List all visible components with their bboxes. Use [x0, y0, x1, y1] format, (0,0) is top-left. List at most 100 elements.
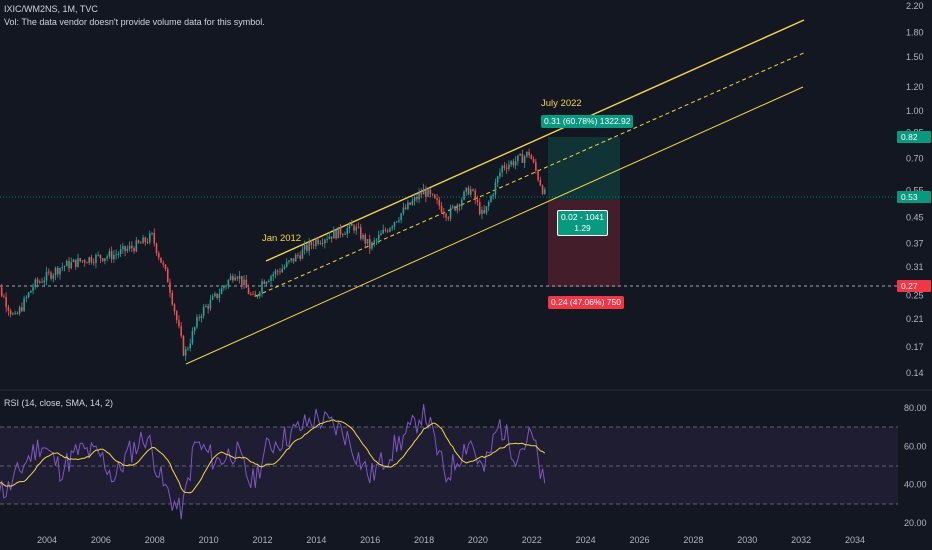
- candle-body: [288, 260, 290, 262]
- stop-label[interactable]: 0.24 (47.06%) 750: [548, 296, 624, 309]
- candle-body: [490, 196, 492, 203]
- candle-body: [532, 159, 535, 163]
- symbol-title[interactable]: IXIC/WM2NS, 1M, TVC: [4, 4, 98, 14]
- candle-body: [175, 311, 178, 321]
- candle-body: [74, 259, 77, 267]
- candle-body: [61, 267, 64, 269]
- volume-notice: Vol: The data vendor doesn't provide vol…: [4, 17, 265, 27]
- candle-body: [218, 293, 221, 298]
- candle-body: [359, 227, 362, 239]
- candle-body: [335, 229, 337, 239]
- risk-reward-label[interactable]: 0.02 - 1041 1.29: [557, 210, 609, 236]
- candle-body: [140, 242, 142, 244]
- candle-body: [326, 238, 328, 240]
- candle-body: [319, 242, 322, 244]
- candle-body: [27, 292, 30, 298]
- candle-body: [225, 285, 227, 287]
- candle-body: [162, 262, 165, 265]
- candle-body: [447, 217, 450, 219]
- candle-body: [146, 242, 149, 243]
- price-axis-label: 0.45: [906, 212, 924, 222]
- candle-body: [241, 276, 243, 285]
- candle-body: [494, 182, 497, 195]
- candle-body: [171, 292, 174, 305]
- annotation-july-2022[interactable]: July 2022: [541, 98, 582, 109]
- candle-body: [223, 286, 225, 289]
- candle-body: [339, 226, 342, 235]
- candle-body: [537, 170, 539, 180]
- time-axis-label: 2014: [306, 535, 326, 545]
- rsi-axis-label: 40.00: [904, 480, 927, 490]
- candle-body: [70, 262, 73, 269]
- candle-body: [377, 235, 380, 240]
- candle-body: [43, 280, 46, 283]
- channel-mid-line[interactable]: [255, 51, 807, 297]
- channel-upper-line[interactable]: [265, 19, 805, 262]
- candle-body: [131, 245, 133, 249]
- candle-body: [59, 268, 61, 275]
- candle-body: [5, 297, 7, 308]
- candle-body: [456, 204, 459, 211]
- candle-body: [261, 281, 263, 293]
- time-axis-label: 2010: [199, 535, 219, 545]
- candle-body: [12, 313, 14, 315]
- candle-body: [39, 281, 41, 283]
- candle-body: [133, 248, 135, 252]
- time-axis-label: 2018: [414, 535, 434, 545]
- candle-body: [353, 225, 355, 231]
- candle-body: [294, 254, 297, 262]
- price-axis-label: 1.80: [906, 28, 924, 38]
- candle-body: [281, 268, 284, 273]
- time-axis-label: 2030: [737, 535, 757, 545]
- target-label[interactable]: 0.31 (60.78%) 1322.92: [541, 115, 634, 128]
- candle-body: [371, 242, 373, 249]
- candle-body: [155, 243, 158, 254]
- candle-body: [7, 307, 10, 311]
- candle-body: [514, 161, 517, 166]
- candle-body: [420, 192, 423, 195]
- price-axis-label: 1.20: [906, 82, 924, 92]
- candle-body: [104, 258, 106, 262]
- price-axis-label: 0.25: [906, 291, 924, 301]
- price-axis-label: 0.21: [906, 314, 924, 324]
- candle-body: [362, 234, 364, 239]
- channel-lower-line[interactable]: [185, 86, 804, 365]
- price-axis-label: 0.55: [906, 186, 924, 196]
- candle-body: [14, 313, 16, 314]
- candle-body: [191, 330, 194, 344]
- candle-body: [41, 281, 43, 283]
- candle-body: [258, 292, 261, 296]
- candle-body: [467, 187, 470, 195]
- candle-body: [0, 287, 3, 297]
- annotation-jan-2012[interactable]: Jan 2012: [262, 233, 302, 244]
- candle-body: [454, 206, 456, 211]
- candle-body: [402, 207, 405, 214]
- candle-body: [503, 165, 506, 168]
- rsi-title[interactable]: RSI (14, close, SMA, 14, 2): [4, 398, 114, 408]
- candle-body: [425, 188, 427, 197]
- time-axis-label: 2026: [630, 535, 650, 545]
- candle-body: [366, 239, 369, 244]
- candle-body: [510, 161, 512, 165]
- candle-body: [238, 276, 241, 279]
- candle-body: [63, 266, 66, 268]
- candle-body: [380, 233, 382, 236]
- candle-body: [416, 197, 418, 200]
- candle-body: [23, 298, 25, 311]
- candle-body: [337, 226, 340, 239]
- candle-body: [445, 214, 447, 218]
- candle-body: [137, 240, 140, 243]
- candle-body: [209, 299, 212, 309]
- candle-body: [81, 260, 84, 262]
- candle-body: [95, 254, 97, 264]
- candle-body: [431, 193, 434, 195]
- candle-body: [492, 194, 494, 197]
- price-axis-label: 0.70: [906, 154, 924, 164]
- time-axis: 2004 2006 2008 2010 2012 2014 2016 2018 2020 2022…: [37, 535, 865, 545]
- candle-body: [308, 241, 310, 251]
- candle-body: [297, 254, 299, 256]
- candle-body: [193, 327, 196, 331]
- profit-zone[interactable]: [548, 137, 620, 200]
- rsi-axis: 80.00 60.00 40.00 20.00: [904, 403, 927, 528]
